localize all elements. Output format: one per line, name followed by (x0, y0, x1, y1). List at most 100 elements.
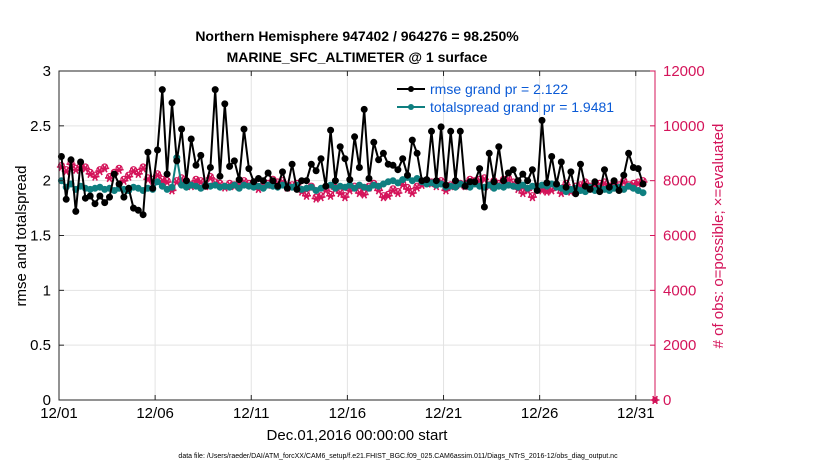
obs-evaluated-point (124, 172, 134, 181)
obs-evaluated-point (71, 165, 81, 174)
rmse-point (413, 149, 421, 157)
rmse-point (230, 157, 238, 165)
rmse-point (269, 177, 277, 185)
rmse-point (144, 148, 152, 156)
obs-evaluated-point (359, 190, 369, 199)
rmse-point (168, 99, 176, 107)
rmse-point (62, 195, 70, 203)
totalspread-point (394, 179, 402, 187)
totalspread-point (639, 189, 647, 197)
rmse-point (548, 153, 556, 160)
rmse-point (192, 161, 200, 169)
obs-evaluated-point (153, 170, 162, 180)
x-tick-label: 12/31 (617, 405, 655, 422)
rmse-point (120, 193, 128, 201)
rmse-point (379, 149, 387, 157)
rmse-point (485, 149, 493, 157)
y-tick-label-right: 4000 (663, 282, 696, 299)
rmse-point (408, 136, 416, 144)
obs-evaluated-point (105, 173, 114, 183)
obs-evaluated-point (205, 173, 215, 183)
obs-evaluated-point (393, 188, 403, 198)
rmse-point (615, 187, 623, 194)
rmse-point (557, 158, 565, 166)
rmse-point (480, 203, 488, 211)
obs-evaluated-point (403, 184, 412, 194)
rmse-point (543, 179, 551, 187)
rmse-point (86, 192, 94, 200)
obs-evaluated-point (374, 186, 384, 195)
rmse-point (134, 206, 142, 214)
obs-evaluated-point (475, 176, 485, 185)
y-tick-label-right: 10000 (663, 118, 705, 135)
rmse-point (303, 177, 310, 185)
obs-evaluated-point (191, 176, 201, 185)
obs-evaluated-point (157, 176, 167, 185)
totalspread-point (235, 184, 243, 192)
rmse-line (60, 88, 644, 216)
legend-marker-totalspread (408, 104, 414, 110)
obs-evaluated-point (162, 177, 172, 187)
rmse-point (274, 182, 282, 190)
obs-evaluated-point (354, 188, 364, 198)
rmse-point (317, 155, 325, 163)
x-tick-label: 12/01 (40, 405, 78, 422)
rmse-point (245, 165, 253, 173)
rmse-point (375, 156, 383, 164)
chart-title: Northern Hemisphere 947402 / 964276 = 98… (195, 28, 519, 44)
rmse-point (163, 170, 171, 178)
rmse-point (495, 143, 503, 151)
rmse-point (235, 176, 243, 184)
obs-evaluated-point (633, 179, 643, 188)
totalspread-point (351, 184, 359, 192)
y-axis-label-left: rmse and totalspread (13, 166, 30, 307)
legend-marker-rmse (408, 86, 414, 92)
rmse-point (562, 183, 570, 191)
rmse-point (327, 126, 335, 134)
rmse-point (500, 177, 508, 185)
rmse-point (370, 138, 378, 146)
y-tick-label-left: 1.5 (30, 228, 51, 245)
obs-evaluated-point (518, 188, 528, 198)
rmse-point (432, 177, 440, 185)
obs-evaluated-point (321, 186, 331, 195)
rmse-point (173, 157, 181, 165)
rmse-point (154, 146, 161, 154)
rmse-point (610, 177, 618, 185)
obs-evaluated-point (590, 181, 600, 191)
rmse-point (197, 151, 205, 159)
obs-evaluated-point (378, 192, 388, 202)
rmse-point (178, 125, 186, 133)
rmse-point (442, 181, 450, 189)
rmse-point (125, 184, 133, 192)
axis-ticks: 12/01 12/06 12/11 12/16 12/21 12/26 12/31 0 0.5 1… (30, 63, 705, 422)
obs-evaluated-point (407, 188, 417, 198)
obs-evaluated-point (479, 175, 489, 184)
totalspread-point (365, 184, 373, 192)
obs-evaluated-point (542, 187, 552, 196)
rmse-point (101, 199, 109, 207)
rmse-point (96, 192, 104, 200)
obs-evaluated-point (172, 177, 182, 187)
rmse-point (471, 178, 479, 186)
obs-evaluated-point (316, 192, 326, 202)
obs-evaluated-point (143, 175, 153, 184)
obs-evaluated-point (61, 166, 71, 176)
y-tick-label-right: 12000 (663, 63, 705, 80)
rmse-point (509, 166, 517, 174)
rmse-point (139, 211, 147, 219)
rmse-point (365, 175, 373, 182)
y-axis-label-right: # of obs: o=possible; ×=evaluated (710, 124, 727, 349)
rmse-point (158, 86, 166, 94)
y-tick-label-left: 2.5 (30, 118, 51, 135)
rmse-point (110, 170, 118, 178)
obs-evaluated-point (80, 164, 90, 173)
rmse-point (322, 182, 330, 190)
rmse-point (67, 156, 75, 164)
obs-evaluated-point (302, 191, 311, 200)
rmse-point (259, 177, 267, 185)
rmse-point (250, 178, 258, 186)
obs-evaluated-point (90, 172, 100, 181)
rmse-point (591, 178, 599, 186)
